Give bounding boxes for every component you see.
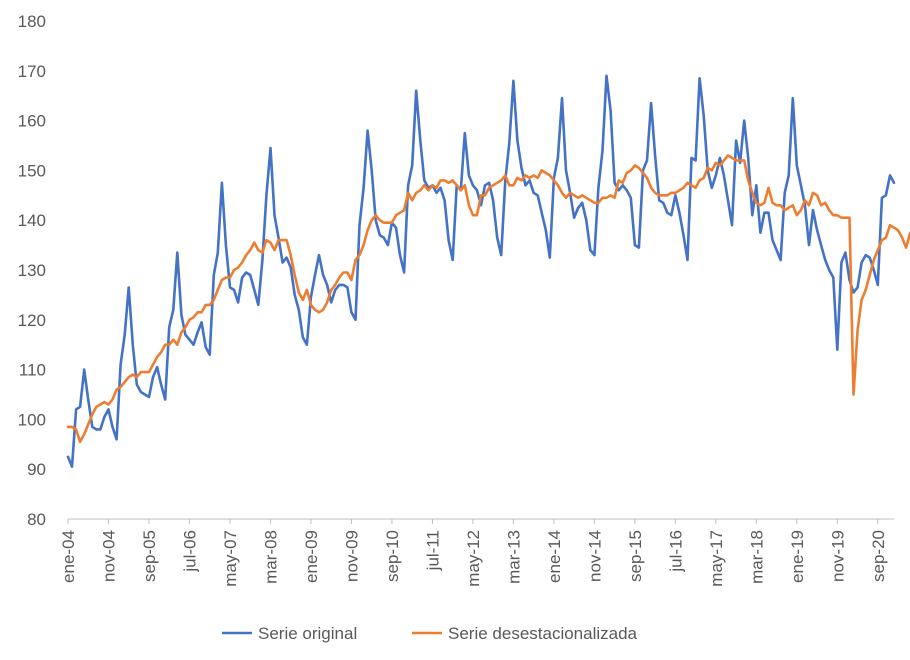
x-tick-label: nov-09	[342, 530, 361, 582]
y-tick-label: 170	[18, 62, 46, 81]
x-axis-tick-marks	[67, 519, 879, 524]
x-tick-label: mar-13	[504, 530, 523, 584]
x-tick-label: jul-06	[180, 530, 199, 573]
x-tick-label: may-07	[221, 530, 240, 587]
series-line-original	[66, 74, 896, 469]
x-tick-label: may-17	[707, 530, 726, 587]
x-tick-label: mar-08	[261, 530, 280, 584]
x-tick-label: sep-20	[869, 530, 888, 582]
x-tick-label: nov-04	[99, 530, 118, 582]
x-tick-label: ene-09	[302, 530, 321, 583]
y-axis-tick-labels: 80 90 100 110 120 130 140 150 160 170 180	[18, 12, 46, 529]
x-tick-label: ene-04	[59, 530, 78, 583]
x-tick-label: nov-19	[828, 530, 847, 582]
x-tick-label: ene-14	[545, 530, 564, 583]
y-tick-label: 180	[18, 12, 46, 31]
x-tick-label: nov-14	[585, 530, 604, 582]
series-lines	[66, 74, 910, 469]
x-tick-label: jul-11	[423, 530, 442, 571]
y-tick-label: 100	[18, 410, 46, 429]
legend: Serie original Serie desestacionalizada	[222, 624, 638, 643]
y-tick-label: 90	[27, 460, 46, 479]
x-tick-label: sep-10	[383, 530, 402, 582]
y-tick-label: 110	[19, 361, 46, 380]
y-tick-label: 150	[18, 161, 46, 180]
y-tick-label: 80	[27, 510, 46, 529]
y-tick-label: 120	[18, 311, 46, 330]
y-tick-label: 160	[18, 112, 46, 131]
x-tick-label: sep-05	[140, 530, 159, 582]
x-tick-label: sep-15	[626, 530, 645, 582]
legend-label-original: Serie original	[258, 624, 357, 643]
x-tick-label: may-12	[464, 530, 483, 587]
x-tick-label: ene-19	[788, 530, 807, 583]
x-axis-tick-labels: ene-04 nov-04 sep-05 jul-06 may-07 mar-08 ene-…	[59, 530, 888, 587]
y-tick-label: 140	[18, 211, 46, 230]
x-tick-label: mar-18	[747, 530, 766, 584]
series-line-seasonally-adjusted	[66, 154, 910, 444]
x-tick-label: jul-16	[666, 530, 685, 573]
legend-label-seasonally-adjusted: Serie desestacionalizada	[448, 624, 638, 643]
y-tick-label: 130	[18, 261, 46, 280]
